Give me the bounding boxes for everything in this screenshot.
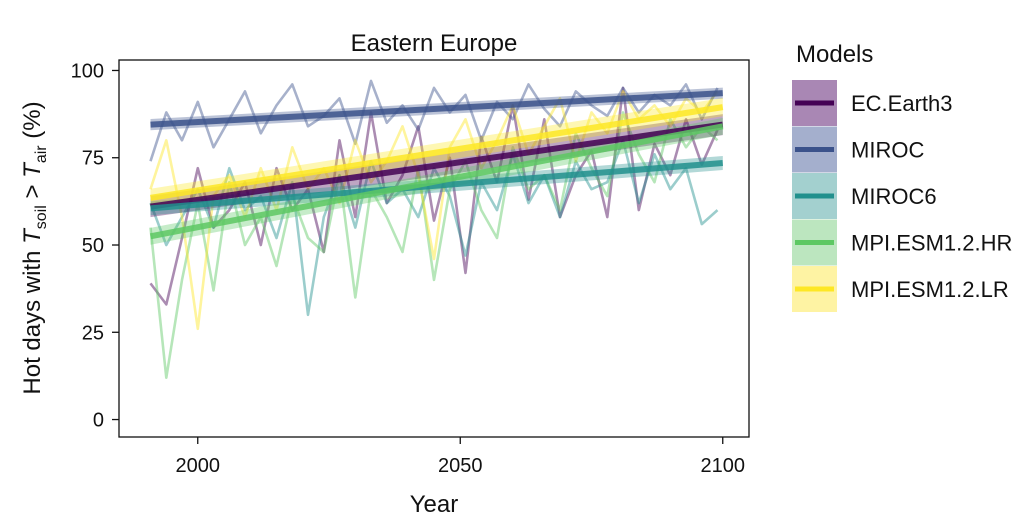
- chart-title: Eastern Europe: [351, 30, 518, 57]
- y-axis-label: Hot days with Tsoil > Tair (%): [19, 101, 50, 394]
- trend-line-mpi-esm1-2-lr: [150, 104, 724, 201]
- trend-line-mpi-esm1-2-hr: [149, 123, 724, 240]
- series-line-mpi-esm1-2-hr: [149, 111, 719, 380]
- plot-frame: [118, 59, 750, 438]
- legend-label: MIROC: [851, 138, 924, 163]
- y-tick-label-75: 75: [82, 148, 104, 170]
- legend-item-ec-earth3: EC.Earth3: [792, 80, 953, 126]
- legend-items: EC.Earth3 MIROC MIROC6 MPI.ESM1.2.HR MPI.ESM…: [792, 80, 1012, 312]
- x-axis-label: Year: [410, 491, 459, 518]
- trend-line-miroc6: [150, 159, 723, 212]
- y-tick-label-50: 50: [82, 235, 104, 257]
- x-tick-label-2050: 2050: [438, 455, 483, 477]
- legend-item-miroc6: MIROC6: [792, 173, 937, 219]
- plot-area: 2000 2050 2100 0 25 50 75 100: [71, 59, 750, 477]
- y-tick-label-100: 100: [71, 60, 104, 82]
- legend-item-miroc: MIROC: [792, 126, 924, 173]
- legend-item-mpi-esm1-2-lr: MPI.ESM1.2.LR: [792, 266, 1009, 312]
- trend-line-ec-earth3: [150, 121, 724, 210]
- x-tick-label-2000: 2000: [176, 455, 221, 477]
- legend-label: EC.Earth3: [851, 91, 953, 116]
- legend: Models EC.Earth3 MIROC MIROC6 MPI.ESM1.2.HR…: [792, 41, 1012, 312]
- legend-label: MPI.ESM1.2.HR: [851, 231, 1012, 256]
- trend-line-miroc: [150, 90, 723, 128]
- y-tick-label-0: 0: [93, 410, 104, 432]
- x-tick-label-2100: 2100: [701, 455, 746, 477]
- x-axis: 2000 2050 2100: [176, 437, 746, 477]
- legend-label: MIROC6: [851, 184, 937, 209]
- y-axis: 0 25 50 75 100: [71, 60, 119, 432]
- legend-item-mpi-esm1-2-hr: MPI.ESM1.2.HR: [792, 219, 1012, 266]
- legend-title: Models: [796, 41, 873, 68]
- legend-label: MPI.ESM1.2.LR: [851, 277, 1009, 302]
- series-layer: [149, 79, 724, 380]
- y-tick-label-25: 25: [82, 322, 104, 344]
- series-line-miroc: [149, 79, 719, 162]
